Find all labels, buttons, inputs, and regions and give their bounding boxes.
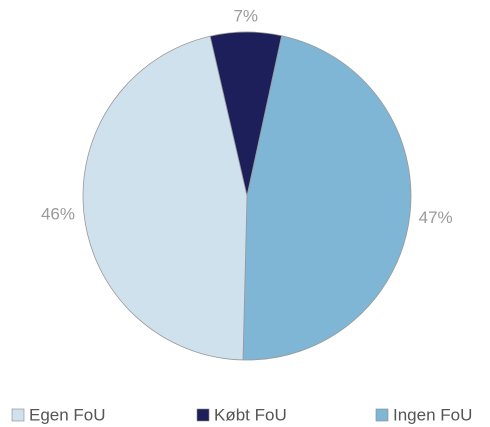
legend-swatch [11, 408, 25, 422]
legend-swatch [196, 408, 210, 422]
value-label: 46% [41, 205, 75, 224]
legend-label: Egen FoU [29, 405, 106, 424]
value-label: 47% [419, 208, 453, 227]
pie-slice [82, 35, 248, 361]
legend-label: Ingen FoU [393, 405, 472, 424]
value-label: 7% [233, 6, 258, 25]
legend-swatch [375, 408, 389, 422]
legend-label: Købt FoU [214, 405, 287, 424]
pie-slice [242, 35, 412, 361]
